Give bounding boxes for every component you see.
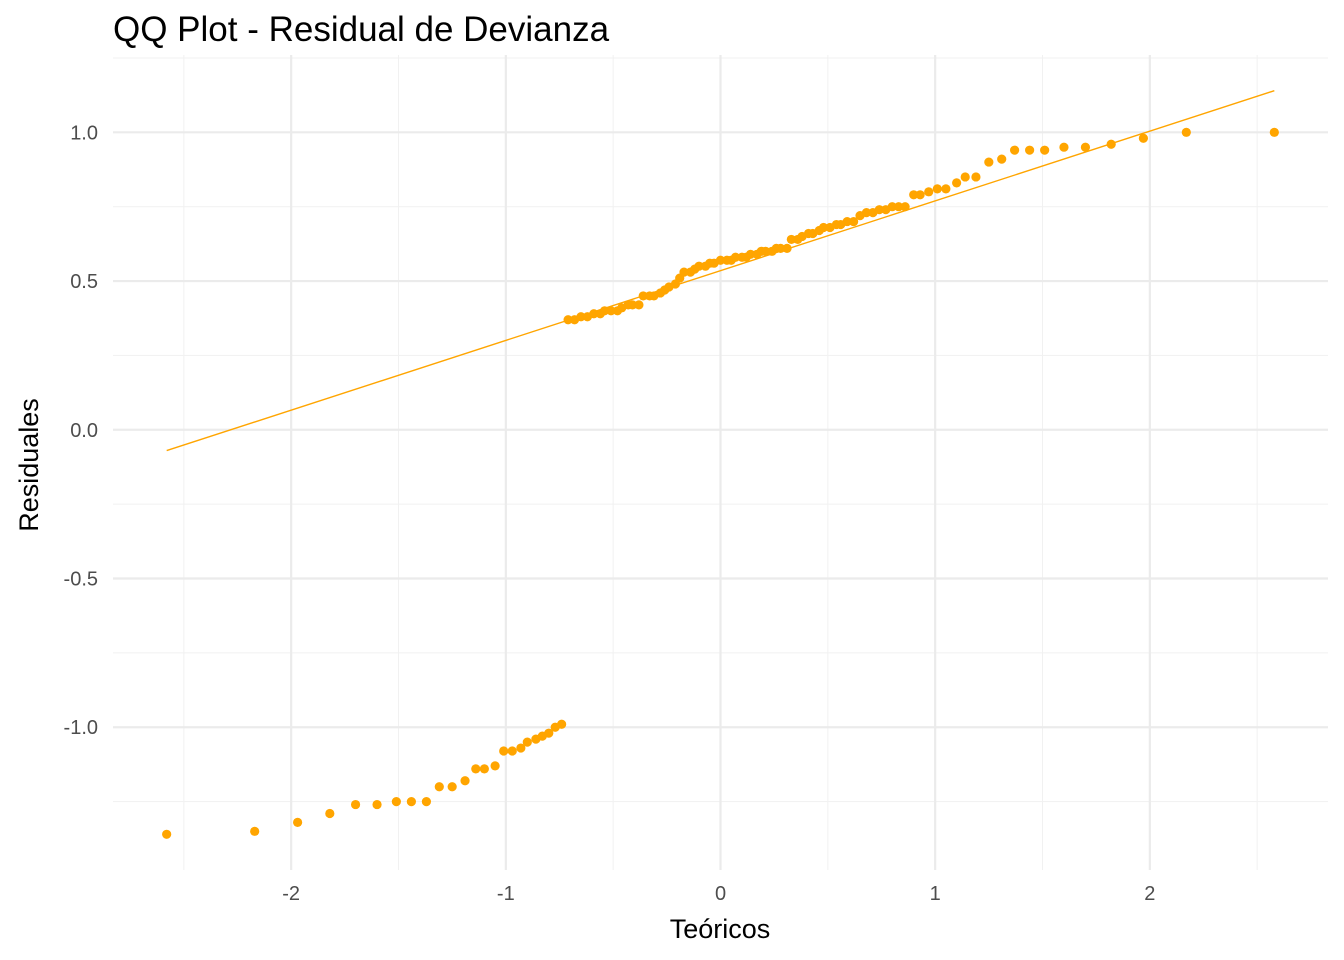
data-point xyxy=(576,312,586,322)
data-point xyxy=(730,252,741,262)
data-point xyxy=(406,796,416,807)
data-point xyxy=(1040,145,1050,155)
data-point xyxy=(900,202,910,212)
data-point xyxy=(782,243,792,253)
data-point xyxy=(915,190,925,200)
data-point xyxy=(638,291,648,301)
x-tick-label: -1 xyxy=(497,883,515,905)
data-point xyxy=(694,261,704,271)
x-tick-label: 0 xyxy=(715,883,726,905)
data-point xyxy=(350,799,361,810)
data-point xyxy=(447,782,457,792)
data-point xyxy=(952,178,962,188)
data-point xyxy=(842,216,852,227)
data-point xyxy=(599,306,610,316)
data-point xyxy=(627,300,638,310)
data-point xyxy=(997,154,1007,164)
y-tick-labels: -1.0 -0.5 0.0 0.5 1.0 xyxy=(64,122,98,739)
data-point xyxy=(516,743,526,753)
y-axis-title: Residuales xyxy=(14,398,44,532)
data-point xyxy=(490,761,500,771)
data-point xyxy=(818,222,829,233)
data-point xyxy=(894,202,904,212)
y-tick-label: 0.5 xyxy=(70,271,98,293)
data-point xyxy=(941,184,951,194)
data-point xyxy=(460,776,470,786)
major-gridlines xyxy=(113,55,1328,870)
data-point xyxy=(960,172,970,182)
data-point xyxy=(421,796,432,807)
data-point xyxy=(745,249,756,259)
data-point xyxy=(1106,139,1116,149)
data-point xyxy=(932,184,942,194)
data-point xyxy=(848,216,859,227)
x-tick-label: 1 xyxy=(930,883,941,905)
data-point xyxy=(325,808,335,819)
data-point xyxy=(499,746,509,756)
data-point xyxy=(391,796,401,807)
x-axis-title: Teóricos xyxy=(670,914,771,944)
data-point xyxy=(1025,145,1035,155)
data-point xyxy=(544,728,554,738)
data-point xyxy=(522,737,532,747)
chart-title: QQ Plot - Residual de Devianza xyxy=(113,10,610,49)
qq-reference-line xyxy=(166,90,1275,452)
data-point xyxy=(606,306,616,316)
x-tick-label: -2 xyxy=(282,883,300,905)
data-point xyxy=(507,746,517,756)
data-point xyxy=(1181,127,1191,137)
data-point xyxy=(434,782,444,792)
data-point xyxy=(679,267,689,277)
data-point xyxy=(887,202,897,212)
data-point xyxy=(293,817,303,828)
data-point xyxy=(924,187,934,197)
data-point xyxy=(471,764,481,774)
data-point xyxy=(715,255,726,265)
data-point xyxy=(984,157,994,167)
data-point xyxy=(589,309,599,319)
x-tick-label: 2 xyxy=(1144,883,1155,905)
data-point xyxy=(971,172,981,182)
data-point xyxy=(1269,127,1279,137)
data-point xyxy=(479,764,489,774)
data-point xyxy=(1009,145,1020,155)
data-point xyxy=(909,190,919,200)
data-point xyxy=(557,719,567,729)
data-point xyxy=(861,208,872,218)
y-tick-label: 1.0 xyxy=(70,122,98,144)
y-tick-label: -0.5 xyxy=(64,569,98,591)
reference-line-layer xyxy=(166,90,1275,452)
data-point xyxy=(1138,133,1148,143)
data-point xyxy=(874,205,884,215)
points-layer xyxy=(162,127,1279,839)
data-point xyxy=(776,243,786,253)
data-point xyxy=(760,246,771,256)
x-tick-labels: -2 -1 0 1 2 xyxy=(282,883,1155,905)
data-point xyxy=(1059,142,1069,152)
data-point xyxy=(372,799,382,810)
data-point xyxy=(786,234,796,245)
y-tick-label: 0.0 xyxy=(70,420,98,442)
data-point xyxy=(250,826,260,836)
y-tick-label: -1.0 xyxy=(64,717,98,739)
data-point xyxy=(1080,142,1091,152)
data-point xyxy=(162,829,172,839)
data-point xyxy=(634,300,644,310)
data-point xyxy=(563,315,573,325)
